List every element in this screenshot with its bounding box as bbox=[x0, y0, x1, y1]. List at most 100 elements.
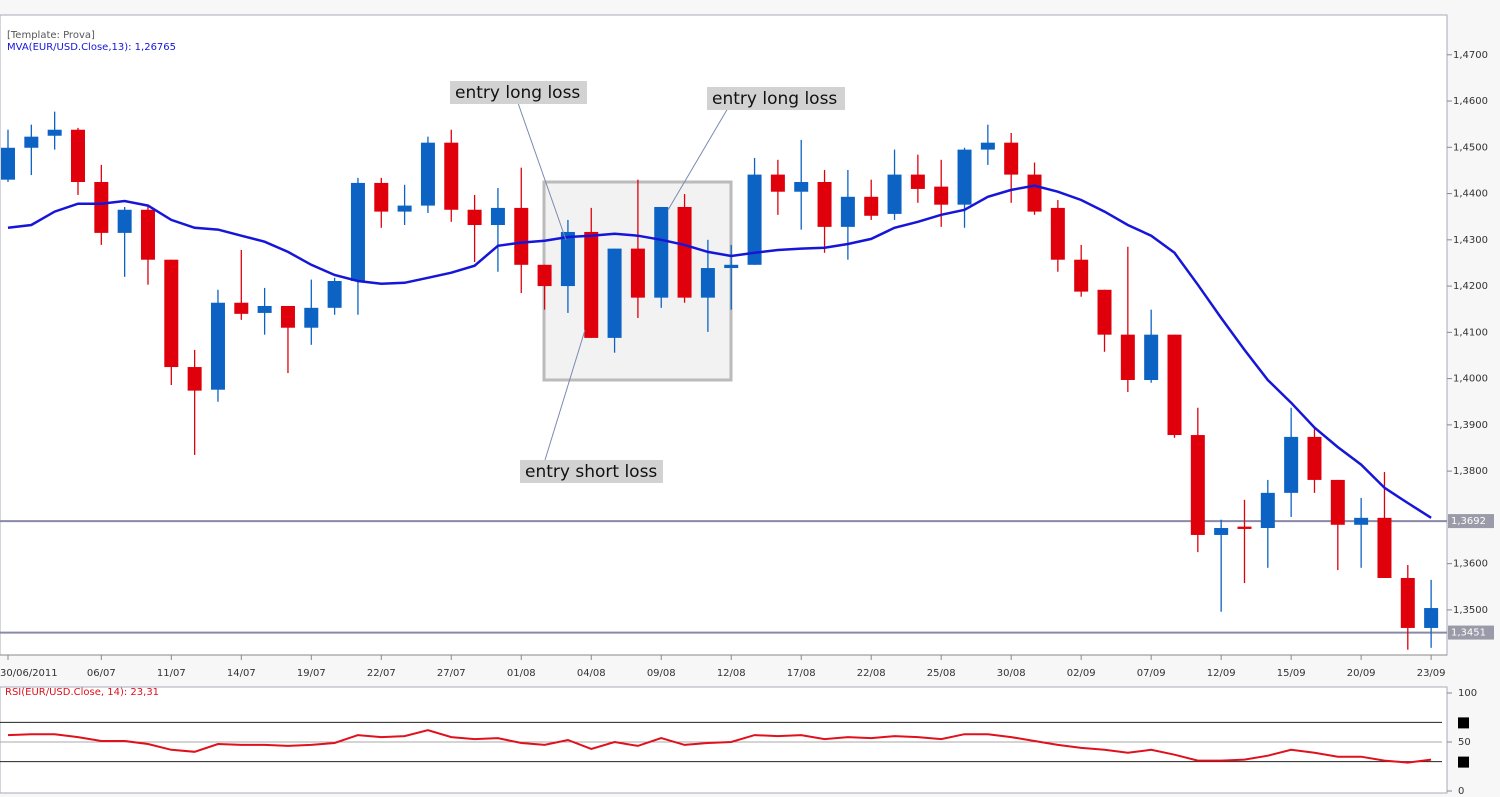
x-tick-label: 12/08 bbox=[717, 668, 746, 679]
candle-body bbox=[164, 259, 179, 368]
connector bbox=[517, 102, 567, 241]
candle-body bbox=[724, 264, 739, 269]
ma-label: MVA(EUR/USD.Close,13): 1,26765 bbox=[7, 42, 176, 53]
candle-body bbox=[210, 302, 225, 390]
candle-body bbox=[1190, 435, 1205, 535]
candle-body bbox=[187, 367, 202, 391]
rsi-label: RSI(EUR/USD.Close, 14): 23,31 bbox=[5, 687, 159, 698]
template-label: [Template: Prova] bbox=[7, 30, 95, 41]
candle-body bbox=[700, 268, 715, 298]
candle-body bbox=[47, 129, 62, 136]
y-tick-label: 1,3500 bbox=[1453, 605, 1488, 616]
y-tick-label: 1,4200 bbox=[1453, 281, 1488, 292]
candle-body bbox=[117, 209, 132, 233]
candle-body bbox=[1097, 289, 1112, 335]
x-tick-label: 06/07 bbox=[87, 668, 116, 679]
candle-body bbox=[490, 207, 505, 226]
candle-body bbox=[584, 231, 599, 338]
x-tick-label: 15/09 bbox=[1277, 668, 1306, 679]
candle-body bbox=[537, 264, 552, 287]
candle-body bbox=[677, 206, 692, 298]
candle-body bbox=[957, 149, 972, 205]
x-tick-label: 22/08 bbox=[857, 668, 886, 679]
candle-body bbox=[840, 196, 855, 227]
candle-body bbox=[374, 182, 389, 212]
y-tick-label: 100 bbox=[1458, 688, 1477, 699]
candle-body bbox=[140, 209, 155, 260]
rsi-line bbox=[7, 729, 1432, 764]
candle-body bbox=[770, 174, 785, 192]
rsi-panel bbox=[0, 686, 1448, 794]
annotation: entry short loss bbox=[525, 462, 657, 482]
candle-body bbox=[1027, 174, 1042, 212]
candle-body bbox=[1354, 517, 1369, 525]
y-tick-label: 0 bbox=[1458, 786, 1464, 797]
annotations: entry long loss entry long loss entry sh… bbox=[450, 81, 845, 483]
x-tick-label: 02/09 bbox=[1067, 668, 1096, 679]
candle-body bbox=[1260, 492, 1275, 529]
candle-body bbox=[1214, 528, 1229, 535]
annotation-box bbox=[450, 81, 587, 104]
candle-body bbox=[1004, 142, 1019, 175]
x-tick-label: 27/07 bbox=[437, 668, 466, 679]
connector bbox=[667, 107, 729, 211]
y-tick-label: 1,4600 bbox=[1453, 96, 1488, 107]
y-tick-label: 1,4700 bbox=[1453, 50, 1488, 61]
candle-body bbox=[467, 209, 482, 226]
y-tick-label: 1,4000 bbox=[1453, 374, 1488, 385]
candle-body bbox=[1, 147, 15, 180]
y-tick-label: 1,4500 bbox=[1453, 142, 1488, 153]
candle-body bbox=[1424, 608, 1439, 628]
level-label-box bbox=[1448, 514, 1494, 529]
candle-body bbox=[1237, 526, 1252, 529]
y-tick-label: 1,3800 bbox=[1453, 466, 1488, 477]
connector bbox=[544, 329, 586, 461]
candle-body bbox=[24, 136, 39, 148]
y-tick-label: 1,3600 bbox=[1453, 559, 1488, 570]
x-tick-label: 07/09 bbox=[1137, 668, 1166, 679]
candle-body bbox=[350, 182, 365, 281]
candle-body bbox=[747, 174, 762, 265]
candle-body bbox=[1307, 436, 1322, 480]
candle-body bbox=[1167, 334, 1182, 436]
candle-body bbox=[397, 205, 412, 212]
candle-body bbox=[70, 129, 85, 182]
x-tick-label: 17/08 bbox=[787, 668, 816, 679]
candle-body bbox=[514, 207, 529, 265]
candle-body bbox=[1120, 334, 1135, 380]
x-tick-label: 23/09 bbox=[1417, 668, 1446, 679]
candle-body bbox=[257, 305, 272, 313]
candle-body bbox=[304, 307, 319, 328]
candle-body bbox=[794, 181, 809, 192]
candle-body bbox=[1284, 436, 1299, 493]
candle-body bbox=[280, 305, 295, 328]
candle-body bbox=[630, 248, 645, 298]
candle-body bbox=[1400, 577, 1415, 628]
candle-body bbox=[1074, 259, 1089, 292]
x-tick-label: 12/09 bbox=[1207, 668, 1236, 679]
x-tick-label: 11/07 bbox=[157, 668, 186, 679]
candle-body bbox=[560, 231, 575, 287]
annotation: entry long loss bbox=[712, 89, 837, 109]
candle-body bbox=[94, 181, 109, 233]
annotation-box bbox=[707, 87, 845, 110]
candle-body bbox=[864, 196, 879, 216]
candle-body bbox=[327, 280, 342, 308]
candle-body bbox=[1330, 479, 1345, 525]
annotation: entry long loss bbox=[455, 83, 580, 103]
candle-body bbox=[934, 186, 949, 205]
candle-body bbox=[234, 302, 249, 314]
candle-body bbox=[980, 142, 995, 150]
x-tick-label: 30/08 bbox=[997, 668, 1026, 679]
x-tick-label: 14/07 bbox=[227, 668, 256, 679]
level-label-box bbox=[1448, 625, 1494, 640]
candle-body bbox=[887, 174, 902, 214]
x-tick-label: 19/07 bbox=[297, 668, 326, 679]
y-tick-label: 50 bbox=[1458, 737, 1471, 748]
x-tick-label: 22/07 bbox=[367, 668, 396, 679]
level-label: 1,3451 bbox=[1451, 628, 1486, 639]
level-marker bbox=[1458, 756, 1469, 768]
x-tick-label: 20/09 bbox=[1347, 668, 1376, 679]
